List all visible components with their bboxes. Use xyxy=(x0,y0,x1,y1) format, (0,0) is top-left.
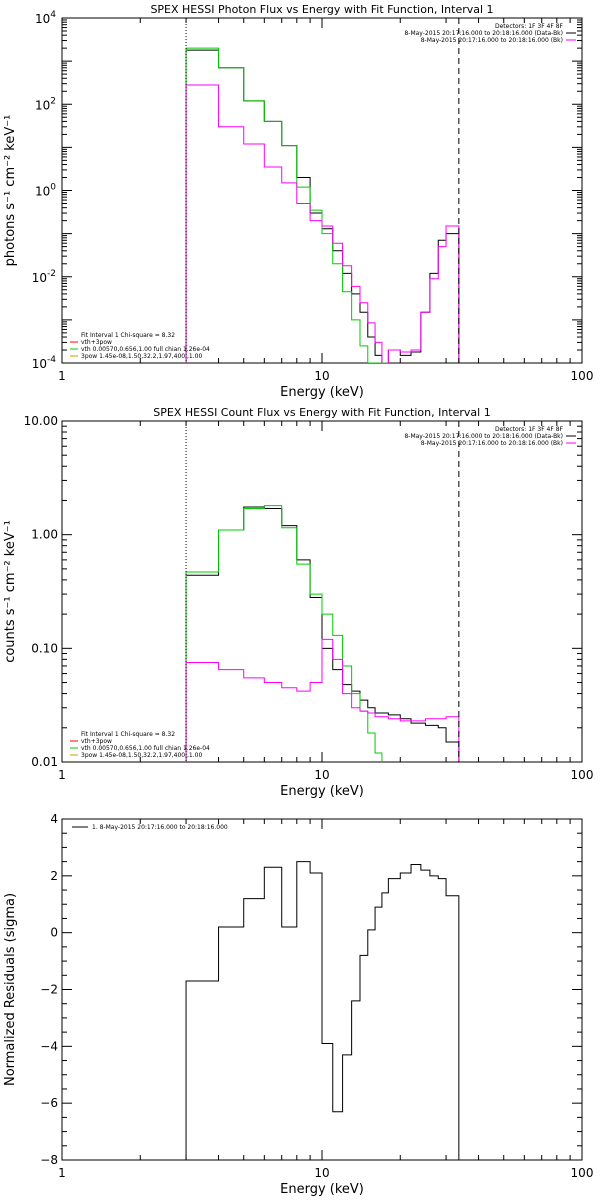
y-tick-exponent: 0 xyxy=(50,183,56,193)
legend-entry: vth 0.00570,0.656,1.00 full chian 1.26e-… xyxy=(81,745,210,752)
plot-frame xyxy=(61,420,583,763)
legend-entry: 8-May-2015 20:17:16.000 to 20:18:16.000 … xyxy=(404,30,563,37)
legend-entry: 3pow 1.45e-08,1.50,32.2,1.97,400.,1.00 xyxy=(81,752,202,759)
y-tick-label: −4 xyxy=(40,1039,58,1053)
y-tick-label: 10-4 xyxy=(32,355,57,371)
legend-entry: vth+3pow xyxy=(81,738,112,745)
x-tick-label: 10 xyxy=(314,1166,329,1180)
y-tick-base: 10 xyxy=(35,12,50,26)
legend-entry: Detectors: 1F 3F 4F 8F xyxy=(495,23,564,30)
legend-entry: 1. 8-May-2015 20:17:16.000 to 20:18:16.0… xyxy=(92,824,228,831)
y-tick-exponent: 2 xyxy=(50,96,56,106)
series-line-2 xyxy=(185,505,383,762)
y-tick-base: 10 xyxy=(32,357,47,371)
x-tick-label: 1 xyxy=(58,1166,66,1180)
y-tick-label: 10.00 xyxy=(24,414,58,428)
y-tick-exponent: -4 xyxy=(47,355,56,365)
panel-residuals: 1 10 100 −8 −6 −4 −2 0 2 4 Energy (keV) Normalized … xyxy=(3,812,593,1197)
chart-title: SPEX HESSI Count Flux vs Energy with Fit… xyxy=(153,406,490,419)
x-axis-label: Energy (keV) xyxy=(280,385,364,400)
y-tick-base: 10 xyxy=(35,185,50,199)
chart-title: SPEX HESSI Photon Flux vs Energy with Fi… xyxy=(150,3,493,16)
panel-count-flux: 1 10 100 0.01 0.10 1.00 10.00 SPEX HESSI Count … xyxy=(3,406,593,799)
x-axis-label: Energy (keV) xyxy=(280,1182,364,1197)
y-axis-label: counts s⁻¹ cm⁻² keV⁻¹ xyxy=(3,520,18,663)
x-tick-label: 10 xyxy=(314,768,329,782)
y-tick-label: 104 xyxy=(35,10,56,26)
y-tick-exponent: 4 xyxy=(50,10,56,20)
x-tick-label: 10 xyxy=(314,369,329,383)
series-line-3 xyxy=(185,84,460,363)
legend-entry: Fit Interval 1 Chi-square = 8.32 xyxy=(81,731,175,738)
series-line-1 xyxy=(185,506,460,762)
y-axis-label: Normalized Residuals (sigma) xyxy=(3,893,18,1086)
y-tick-exponent: -2 xyxy=(47,269,56,279)
y-tick-base: 10 xyxy=(32,271,47,285)
x-tick-label: 1 xyxy=(58,369,66,383)
y-tick-label: −2 xyxy=(40,983,58,997)
y-tick-label: 100 xyxy=(35,183,56,199)
y-tick-label: 0 xyxy=(50,926,58,940)
y-tick-label: 10-2 xyxy=(32,269,56,285)
legend-entry: vth+3pow xyxy=(81,339,112,346)
legend-entry: 3pow 1.45e-08,1.50,32.2,1.97,400.,1.00 xyxy=(81,353,202,360)
y-tick-label: 4 xyxy=(50,812,58,826)
y-tick-base: 10 xyxy=(35,98,50,112)
x-tick-label: 100 xyxy=(571,369,594,383)
legend-entry: 8-May-2015 20:17:16.000 to 20:18:16.000 … xyxy=(421,37,563,44)
plot-frame xyxy=(61,17,583,364)
y-tick-label: 102 xyxy=(35,96,56,112)
x-axis-label: Energy (keV) xyxy=(280,784,364,799)
legend-entry: 8-May-2015 20:17:16.000 to 20:18:16.000 … xyxy=(421,440,563,447)
y-tick-label: 2 xyxy=(50,869,58,883)
legend-entry: vth 0.00570,0.656,1.00 full chian 1.26e-… xyxy=(81,346,210,353)
x-tick-label: 1 xyxy=(58,768,66,782)
legend-entry: 8-May-2015 20:17:16.000 to 20:18:16.000 … xyxy=(404,433,563,440)
y-tick-label: −8 xyxy=(40,1153,58,1167)
y-tick-label: 0.01 xyxy=(31,755,58,769)
series-line-3 xyxy=(185,638,460,762)
y-tick-label: −6 xyxy=(40,1096,58,1110)
y-axis-label: photons s⁻¹ cm⁻² keV⁻¹ xyxy=(3,115,18,267)
x-tick-label: 100 xyxy=(571,1166,594,1180)
y-tick-label: 0.10 xyxy=(31,641,58,655)
series-line-2 xyxy=(185,47,389,363)
legend-entry: Fit Interval 1 Chi-square = 8.32 xyxy=(81,332,175,339)
series-line-1 xyxy=(185,861,460,1160)
y-tick-label: 1.00 xyxy=(31,528,58,542)
legend-entry: Detectors: 1F 3F 4F 8F xyxy=(495,426,564,433)
x-tick-label: 100 xyxy=(571,768,594,782)
